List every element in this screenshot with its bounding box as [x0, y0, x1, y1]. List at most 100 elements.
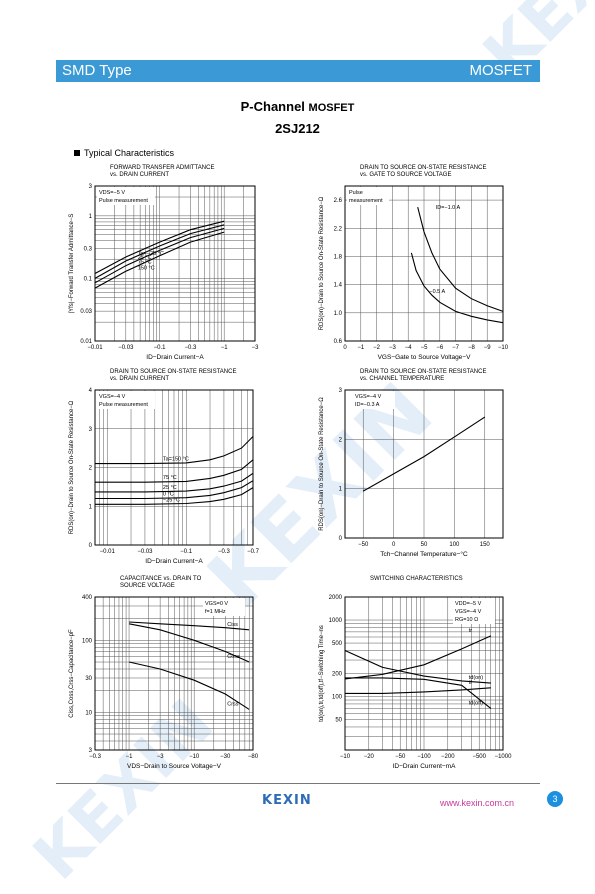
x-tick-label: −20: [364, 754, 375, 760]
y-axis-label: RDS(on)−Drain to Source On-State Resista…: [319, 397, 325, 531]
x-tick-label: −9: [484, 345, 492, 351]
y-tick-label: 1.0: [334, 311, 343, 317]
series-label: tr: [469, 628, 473, 634]
series-label: tf: [469, 680, 473, 686]
series-line: [94, 227, 225, 284]
chart-title: DRAIN TO SOURCE ON-STATE RESISTANCE: [360, 369, 486, 375]
series-line: [94, 231, 225, 289]
condition-text: Pulse: [349, 190, 363, 196]
y-axis-label: Ciss,Coss,Crss−Capacitance−pF: [69, 629, 75, 718]
page-title: P-Channel MOSFET: [0, 99, 595, 114]
series-line: [128, 623, 250, 663]
y-tick-label: 1.8: [334, 254, 343, 260]
x-tick-label: −6: [436, 345, 444, 351]
y-tick-label: 0.1: [84, 276, 93, 282]
series-label: Crss: [227, 701, 239, 707]
section-heading: Typical Characteristics: [74, 148, 174, 158]
x-tick-label: −8: [468, 345, 476, 351]
series-line: [95, 472, 254, 493]
x-tick-label: −3: [157, 754, 165, 760]
y-tick-label: 0.3: [84, 247, 93, 253]
y-tick-label: 2.6: [334, 198, 343, 204]
series-line: [345, 687, 491, 694]
series-line: [362, 416, 486, 492]
x-tick-label: −0.1: [154, 345, 167, 351]
chart-grid: [94, 389, 254, 546]
conditions-bg: [97, 391, 155, 409]
series-line: [417, 206, 504, 312]
title-mosfet: MOSFET: [308, 102, 355, 114]
bullet-square-icon: [74, 150, 80, 156]
x-tick-label: −50: [395, 754, 406, 760]
x-tick-label: −3: [389, 345, 397, 351]
y-tick-label: 500: [332, 641, 343, 647]
x-tick-label: −1: [126, 754, 134, 760]
series-label: td(off): [469, 700, 483, 706]
x-tick-label: −1: [357, 345, 365, 351]
x-tick-label: −500: [472, 754, 486, 760]
series-label: 25 °C: [163, 485, 177, 491]
y-tick-label: 1: [89, 214, 93, 220]
chart-frame: [344, 389, 504, 539]
series-line: [128, 661, 250, 710]
condition-text: f=1 MHz: [205, 609, 226, 615]
series-line: [95, 487, 254, 505]
chart-title: FORWARD TRANSFER ADMITTANCE: [110, 165, 214, 171]
y-tick-label: 3: [89, 748, 93, 754]
x-tick-label: −200: [441, 754, 455, 760]
header-type: SMD Type: [62, 62, 132, 79]
conditions-bg: [453, 598, 495, 624]
series-label: 75 °C: [163, 475, 177, 481]
series-line: [94, 220, 225, 274]
x-tick-label: −0.01: [87, 345, 103, 351]
y-tick-label: 0.03: [80, 309, 92, 315]
y-tick-label: 0: [339, 536, 343, 542]
x-tick-label: 150: [480, 542, 491, 548]
y-tick-label: 3: [339, 388, 343, 394]
condition-text: Pulse measurement: [99, 402, 148, 408]
y-tick-label: 400: [82, 595, 93, 601]
condition-text: ID=−0.3 A: [355, 402, 380, 408]
condition-text: VGS=−4 V: [99, 394, 126, 400]
series-line: [95, 436, 254, 465]
series-label: −0.5 A: [429, 289, 445, 295]
characteristic-charts: FORWARD TRANSFER ADMITTANCE vs. DRAIN CUR…: [69, 165, 512, 770]
series-label: Ta=150 °C: [163, 457, 189, 463]
company-logo: KEXIN: [262, 793, 312, 808]
header-bar: SMD Type MOSFET: [56, 60, 540, 82]
y-tick-label: 2.2: [334, 226, 343, 232]
series-line: [344, 649, 491, 684]
x-tick-label: −10: [189, 754, 200, 760]
y-tick-label: 50: [335, 718, 342, 724]
x-tick-label: 0: [392, 542, 396, 548]
condition-text: RG=10 Ω: [455, 617, 478, 623]
series-label: ID=−1.0 A: [436, 205, 461, 211]
condition-text: measurement: [349, 198, 383, 204]
footer-divider: [56, 783, 540, 784]
chart-title: DRAIN TO SOURCE ON-STATE RESISTANCE: [360, 165, 486, 171]
series-label: −25 °C: [163, 497, 180, 503]
conditions-bg: [353, 391, 395, 409]
footer-url[interactable]: www.kexin.com.cn: [440, 798, 515, 808]
x-tick-label: −5: [421, 345, 429, 351]
y-tick-label: 2: [89, 466, 93, 472]
x-tick-label: −0.3: [218, 549, 231, 555]
y-tick-label: 4: [89, 388, 93, 394]
chart-frame: [94, 389, 254, 546]
x-tick-label: −80: [248, 754, 259, 760]
chart-title: vs. CHANNEL TEMPERATURE: [360, 376, 444, 382]
x-tick-label: 50: [421, 542, 428, 548]
series-line: [95, 459, 254, 483]
y-tick-label: 200: [332, 672, 343, 678]
x-tick-label: −0.7: [247, 549, 260, 555]
chart-title: vs. GATE TO SOURCE VOLTAGE: [360, 172, 451, 178]
section-label: Typical Characteristics: [84, 148, 175, 158]
page-number-badge: 3: [547, 791, 563, 807]
x-axis-label: ID−Drain Current−mA: [393, 763, 457, 770]
chart-title: vs. DRAIN CURRENT: [110, 376, 169, 382]
x-tick-label: −10: [340, 754, 351, 760]
y-tick-label: 3: [89, 427, 93, 433]
y-tick-label: 0.01: [80, 339, 92, 345]
x-tick-label: −4: [405, 345, 413, 351]
series-line: [94, 224, 225, 279]
